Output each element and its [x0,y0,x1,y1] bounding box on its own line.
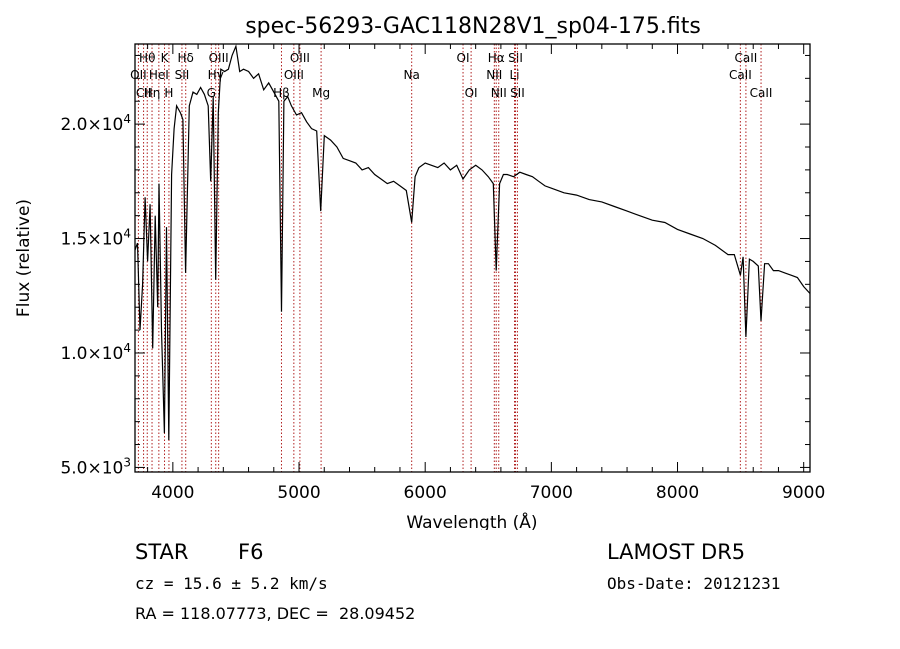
y-axis-label: Flux (relative) [14,199,34,317]
marker-label: Li [509,68,519,82]
y-tick-exponent: 3 [123,455,131,469]
y-tick-exponent: 4 [123,112,131,126]
marker-label: NII [486,68,502,82]
marker-label: CaII [729,68,752,82]
marker-label: Hδ [178,51,194,65]
y-tick-mantissa: 1.0×10 [60,344,123,364]
y-tick-label: 5.0×103 [60,455,131,478]
y-tick-label: 2.0×104 [60,112,131,135]
x-tick-label: 6000 [404,483,447,503]
marker-label: OIII [290,51,310,65]
survey-name: LAMOST DR5 [607,540,746,564]
y-tick-exponent: 4 [123,341,131,355]
marker-label: H [164,86,173,100]
spectrum-chart: spec-56293-GAC118N28V1_sp04-175.fits Hθ K… [14,14,825,530]
x-tick-label: 9000 [782,483,825,503]
x-tick-label: 7000 [530,483,573,503]
marker-label: HeI [149,68,169,82]
y-tick-mantissa: 1.5×10 [60,230,123,250]
marker-label: K [161,51,170,65]
marker-label: Hα [488,51,505,65]
marker-label: NII [491,86,507,100]
object-class: STAR [135,540,189,564]
marker-label: CaII [750,86,773,100]
marker-label: OIII [209,51,229,65]
marker-label: SII [510,86,525,100]
x-axis: 4000 5000 6000 7000 8000 9000 [147,44,825,503]
marker-label: Hβ [273,86,290,100]
x-tick-label: 5000 [277,483,320,503]
marker-label: Hθ [139,51,155,65]
marker-label: OII [130,68,147,82]
x-axis-label: Wavelength (Å) [406,511,537,530]
marker-label: SII [508,51,523,65]
marker-label: SII [175,68,190,82]
y-tick-mantissa: 5.0×10 [60,458,123,478]
marker-label: Mg [312,86,330,100]
spectrum-line [134,44,811,441]
coordinates: RA = 118.07773, DEC = 28.09452 [135,604,416,623]
chart-title: spec-56293-GAC118N28V1_sp04-175.fits [245,14,701,39]
marker-label: G [207,86,216,100]
object-subclass: F6 [238,540,264,564]
marker-label: Na [404,68,420,82]
y-tick-label: 1.5×104 [60,227,131,250]
y-tick-label: 1.0×104 [60,341,131,364]
y-tick-mantissa: 2.0×10 [60,115,123,135]
x-tick-label: 4000 [151,483,194,503]
marker-label: OI [457,51,470,65]
marker-label: OI [465,86,478,100]
marker-label: Hη [144,86,161,100]
y-tick-exponent: 4 [123,227,131,241]
marker-label: CaII [735,51,758,65]
x-tick-label: 8000 [656,483,699,503]
redshift-value: cz = 15.6 ± 5.2 km/s [135,574,328,593]
observation-date: Obs-Date: 20121231 [607,574,781,593]
plot-frame [134,43,811,473]
marker-label: CII [136,86,151,100]
marker-label: OIII [284,68,304,82]
